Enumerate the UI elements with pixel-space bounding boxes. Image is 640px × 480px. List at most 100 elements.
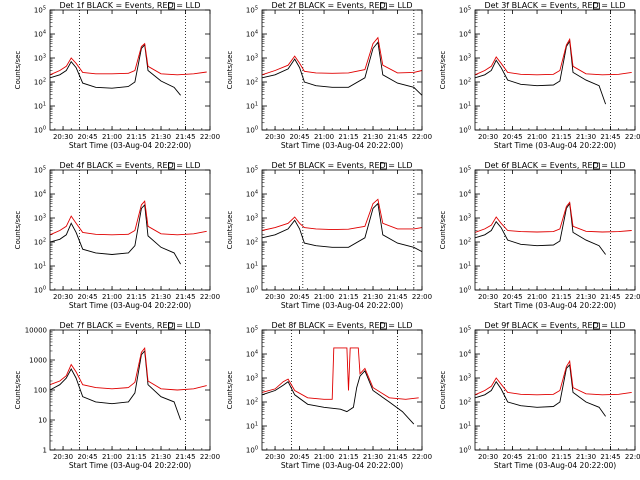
y-tick-label: 103	[459, 214, 471, 223]
x-tick-label: 21:45	[175, 133, 195, 141]
y-tick-label: 101	[459, 422, 471, 431]
x-tick-label: 20:30	[478, 293, 498, 301]
panel-title: Det 4f BLACK = Events, RED = LLD	[59, 161, 200, 170]
panel-det-9f: Det 9f BLACK = Events, RED = LLD 20:30 20:…	[439, 321, 640, 470]
series-line-events	[474, 363, 606, 417]
y-axis-label: Counts/sec	[439, 51, 447, 90]
y-tick-label: 101	[34, 102, 46, 111]
plot-frame	[261, 329, 423, 451]
panel-title: Det 1f BLACK = Events, RED = LLD	[59, 1, 200, 10]
x-tick-label: 21:45	[600, 133, 620, 141]
x-tick-label: 21:30	[576, 453, 596, 461]
x-tick-label: 21:30	[151, 293, 171, 301]
x-tick-label: 21:45	[387, 133, 407, 141]
y-tick-label: 105	[34, 6, 46, 15]
panel-title: Det 6f BLACK = Events, RED = LLD	[484, 161, 625, 170]
panel-det-8f: Det 8f BLACK = Events, RED = LLD 20:30 20:…	[226, 321, 432, 470]
y-tick-label: 104	[246, 350, 258, 359]
x-tick-label: 20:45	[77, 453, 97, 461]
y-tick-label: 104	[34, 30, 46, 39]
x-axis-label: Start Time (03-Aug-04 20:22:00)	[494, 141, 616, 150]
plot-frame	[49, 169, 211, 291]
y-tick-label: 102	[246, 238, 258, 247]
y-tick-label: 105	[246, 6, 258, 15]
y-tick-label: 104	[34, 190, 46, 199]
x-axis-label: Start Time (03-Aug-04 20:22:00)	[281, 141, 403, 150]
x-tick-label: 21:00	[527, 453, 547, 461]
legend-box	[167, 162, 175, 170]
panel-det-5f: Det 5f BLACK = Events, RED = LLD 20:30 20:…	[226, 161, 432, 310]
y-tick-label: 103	[246, 54, 258, 63]
y-tick-label: 105	[459, 326, 471, 335]
y-axis-label: Counts/sec	[439, 211, 447, 250]
y-tick-label: 105	[459, 6, 471, 15]
panel-det-1f: Det 1f BLACK = Events, RED = LLD 20:30 20:…	[14, 1, 220, 150]
series-line-lld	[261, 347, 419, 400]
series-line-lld	[261, 198, 423, 231]
panel-det-2f: Det 2f BLACK = Events, RED = LLD 20:30 20:…	[226, 1, 432, 150]
y-tick-label: 101	[34, 262, 46, 271]
legend-box	[593, 322, 600, 330]
x-tick-label: 21:15	[126, 293, 146, 301]
y-tick-label: 104	[246, 190, 258, 199]
x-tick-label: 20:45	[77, 293, 97, 301]
y-tick-label: 10000	[25, 327, 47, 335]
y-tick-label: 100	[459, 286, 471, 295]
x-tick-label: 21:00	[102, 453, 122, 461]
series-line-lld	[49, 200, 207, 236]
x-tick-label: 21:15	[126, 453, 146, 461]
x-axis-label: Start Time (03-Aug-04 20:22:00)	[281, 461, 403, 470]
plot-frame	[261, 169, 423, 291]
x-tick-label: 21:45	[175, 293, 195, 301]
x-tick-label: 22:00	[200, 453, 220, 461]
legend-box	[167, 2, 175, 10]
y-tick-label: 103	[34, 214, 46, 223]
legend-box	[379, 162, 387, 170]
y-tick-label: 101	[459, 102, 471, 111]
x-tick-label: 20:45	[502, 133, 522, 141]
plot-frame	[261, 9, 423, 131]
y-tick-label: 105	[34, 166, 46, 175]
y-axis-label: Counts/sec	[226, 371, 234, 410]
y-tick-label: 101	[246, 262, 258, 271]
x-tick-label: 21:15	[551, 133, 571, 141]
x-tick-label: 22:00	[412, 453, 432, 461]
series-line-events	[474, 202, 606, 255]
y-tick-label: 102	[459, 238, 471, 247]
x-tick-label: 21:30	[363, 133, 383, 141]
x-tick-label: 21:00	[527, 293, 547, 301]
y-tick-label: 103	[459, 54, 471, 63]
x-tick-label: 21:30	[363, 293, 383, 301]
panel-det-4f: Det 4f BLACK = Events, RED = LLD 20:30 20:…	[14, 161, 220, 310]
x-tick-label: 20:45	[502, 293, 522, 301]
x-tick-label: 20:45	[502, 453, 522, 461]
plot-frame	[49, 9, 211, 131]
panel-det-6f: Det 6f BLACK = Events, RED = LLD 20:30 20:…	[439, 161, 640, 310]
x-axis-label: Start Time (03-Aug-04 20:22:00)	[69, 461, 191, 470]
y-tick-label: 105	[246, 166, 258, 175]
series-line-lld	[49, 346, 207, 391]
panel-title: Det 9f BLACK = Events, RED = LLD	[484, 321, 625, 330]
x-tick-label: 21:45	[387, 293, 407, 301]
panel-title: Det 2f BLACK = Events, RED = LLD	[271, 1, 412, 10]
x-tick-label: 21:15	[551, 453, 571, 461]
y-tick-label: 104	[246, 30, 258, 39]
y-tick-label: 101	[246, 422, 258, 431]
x-tick-label: 21:00	[102, 293, 122, 301]
x-tick-label: 20:45	[289, 453, 309, 461]
plot-frame	[474, 9, 636, 131]
plot-frame	[474, 329, 636, 451]
x-tick-label: 21:00	[314, 293, 334, 301]
y-tick-label: 102	[459, 398, 471, 407]
y-tick-label: 102	[34, 78, 46, 87]
y-axis-label: Counts/sec	[226, 51, 234, 90]
series-line-events	[261, 41, 423, 96]
panel-title: Det 3f BLACK = Events, RED = LLD	[484, 1, 625, 10]
panel-title: Det 7f BLACK = Events, RED = LLD	[59, 321, 200, 330]
legend-box	[593, 162, 600, 170]
x-tick-label: 21:30	[576, 133, 596, 141]
series-line-events	[49, 349, 182, 421]
y-axis-label: Counts/sec	[14, 211, 22, 250]
x-tick-label: 20:30	[478, 133, 498, 141]
